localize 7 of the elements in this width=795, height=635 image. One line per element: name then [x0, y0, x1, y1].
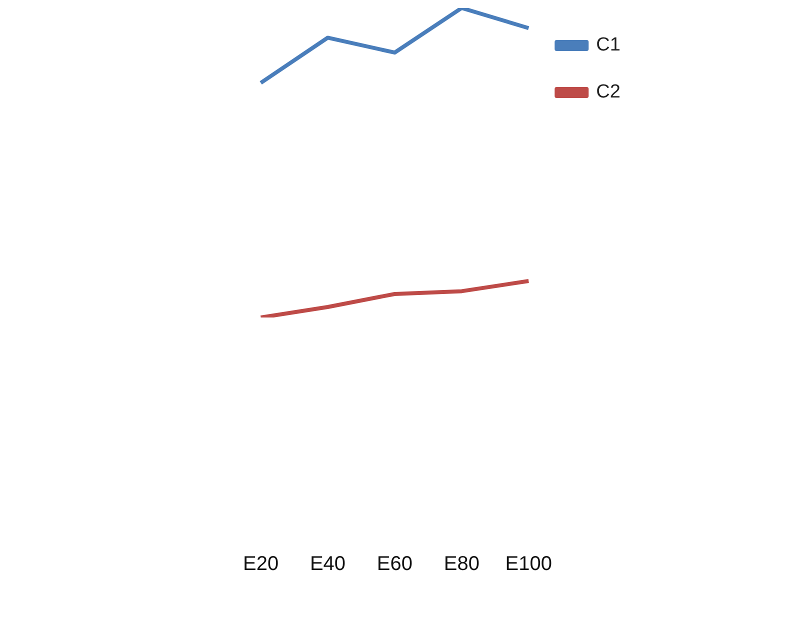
x-tick-label: E20 [242, 553, 279, 576]
legend-label: C2 [596, 82, 620, 103]
legend-label: C1 [596, 34, 620, 56]
x-tick-label: E80 [444, 553, 480, 576]
x-tick-label: E40 [310, 553, 346, 576]
x-tick-label: E60 [376, 553, 413, 576]
x-tick-label: E100 [505, 553, 552, 576]
